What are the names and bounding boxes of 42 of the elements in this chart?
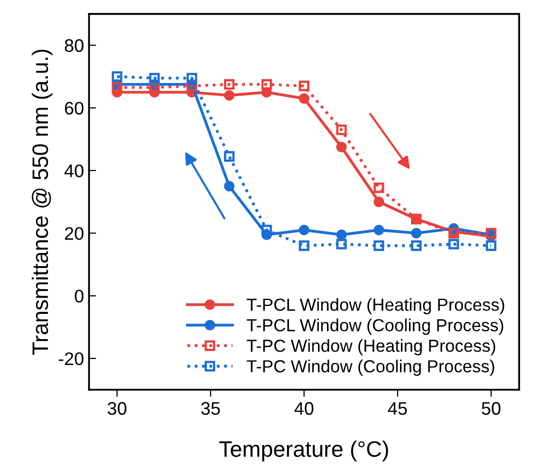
x-tick-label: 35 — [201, 402, 220, 415]
point — [448, 238, 459, 250]
point — [374, 224, 384, 236]
x-tick-label: 40 — [294, 402, 314, 415]
point — [486, 240, 496, 251]
point — [224, 180, 235, 192]
legend-label: T-PC Window (Heating Process) — [246, 339, 496, 356]
legend-label: T-PCL Window (Cooling Process) — [246, 318, 504, 335]
point — [112, 82, 122, 93]
point — [224, 151, 235, 162]
point — [336, 124, 347, 136]
x-tick-label: 30 — [108, 402, 126, 415]
point — [336, 238, 347, 250]
y-tick-label: 80 — [64, 39, 84, 52]
x-tick-label: 50 — [482, 402, 500, 415]
y-tick-label: 20 — [64, 227, 84, 240]
y-tick-label: -20 — [58, 352, 84, 366]
point — [224, 90, 235, 101]
point — [224, 79, 235, 90]
y-axis-title: Transmittance @ 550 nm (a.u.) — [32, 50, 52, 355]
legend-label: T-PC Window (Cooling Process) — [246, 360, 494, 376]
point — [298, 93, 310, 104]
point — [298, 224, 310, 236]
x-tick-label: 45 — [388, 402, 407, 415]
point — [149, 72, 160, 84]
point — [374, 240, 384, 251]
point — [336, 229, 347, 240]
legend-label: T-PCL Window (Heating Process) — [246, 298, 504, 314]
y-tick-label: 60 — [64, 102, 84, 115]
point — [298, 80, 310, 92]
point — [112, 71, 122, 82]
y-tick-label: 0 — [74, 290, 84, 303]
y-tick-label: 40 — [64, 164, 84, 178]
point — [298, 240, 310, 251]
point — [411, 240, 422, 251]
point — [374, 182, 384, 194]
point — [336, 142, 347, 152]
point — [261, 79, 272, 90]
point — [374, 196, 384, 208]
point — [186, 72, 198, 84]
x-axis-title: Temperature (°C) — [219, 440, 388, 462]
point — [411, 228, 422, 238]
